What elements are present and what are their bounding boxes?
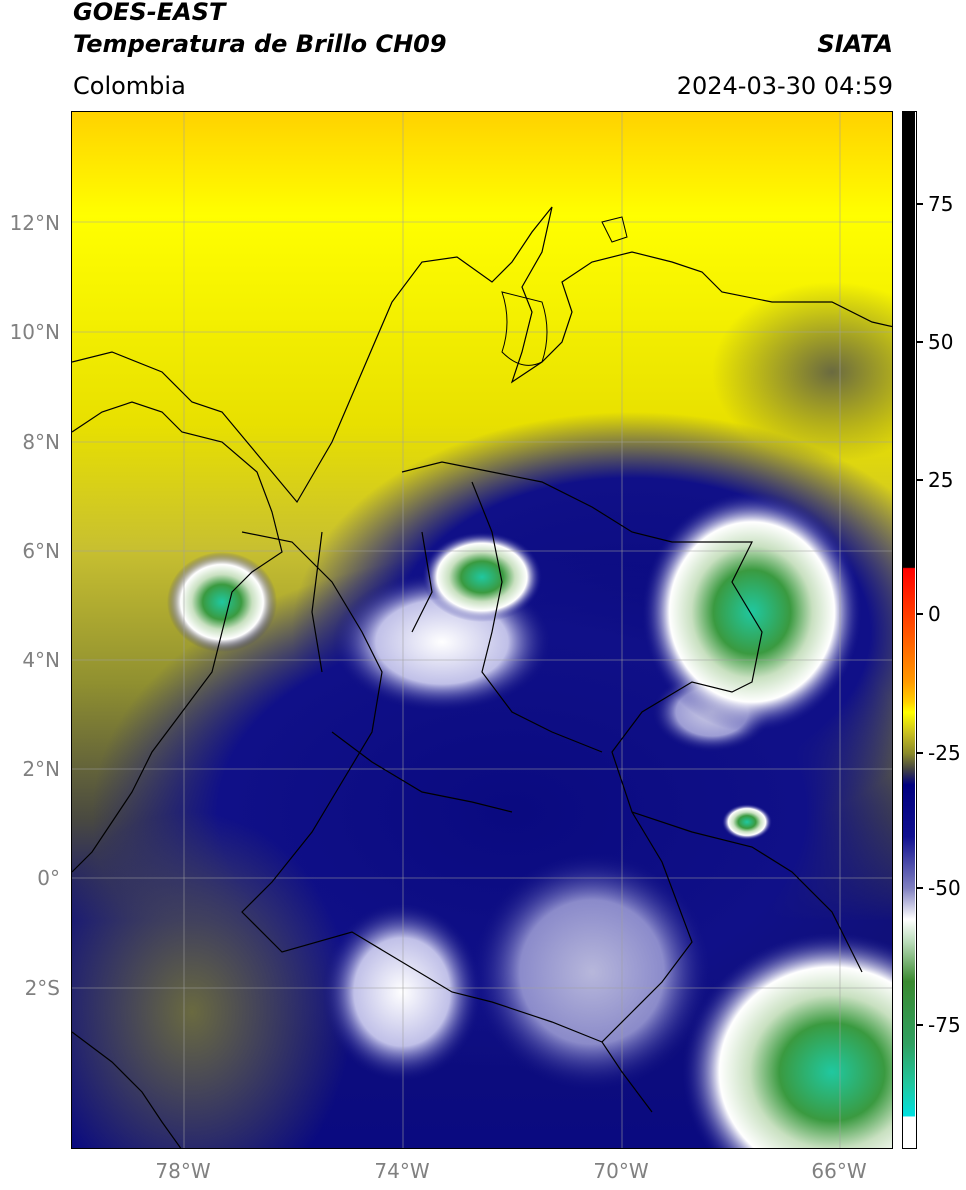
- product-subtitle: Temperatura de Brillo CH09: [73, 30, 447, 58]
- region-label: Colombia: [73, 72, 186, 100]
- lat-label-2s: 2°S: [24, 976, 60, 1000]
- colorbar-label-0: 0: [928, 602, 941, 626]
- satellite-map: [71, 111, 893, 1149]
- colorbar-label-minus50: -50: [928, 876, 961, 900]
- lon-label-78w: 78°W: [155, 1159, 211, 1183]
- lat-label-2n: 2°N: [22, 757, 60, 781]
- satellite-image: [72, 112, 892, 1148]
- lat-label-4n: 4°N: [22, 648, 60, 672]
- colorbar-tick: [917, 1024, 923, 1026]
- colorbar-tick: [917, 613, 923, 615]
- lon-label-74w: 74°W: [374, 1159, 430, 1183]
- colorbar-tick: [917, 479, 923, 481]
- source-label: SIATA: [817, 30, 893, 58]
- lat-label-8n: 8°N: [22, 430, 60, 454]
- lat-label-6n: 6°N: [22, 539, 60, 563]
- colorbar-tick: [917, 887, 923, 889]
- colorbar-tick: [917, 341, 923, 343]
- temperature-colorbar: [902, 111, 917, 1149]
- colorbar-label-75: 75: [928, 192, 954, 216]
- product-title: GOES-EAST: [73, 0, 226, 26]
- colorbar-label-25: 25: [928, 468, 954, 492]
- colorbar-label-minus25: -25: [928, 741, 961, 765]
- lon-label-66w: 66°W: [811, 1159, 867, 1183]
- lat-label-12n: 12°N: [9, 211, 60, 235]
- colorbar-label-50: 50: [928, 330, 954, 354]
- colorbar-tick: [917, 752, 923, 754]
- colorbar-tick: [917, 203, 923, 205]
- lat-label-0: 0°: [37, 866, 60, 890]
- timestamp-label: 2024-03-30 04:59: [676, 72, 893, 100]
- lat-label-10n: 10°N: [9, 320, 60, 344]
- lon-label-70w: 70°W: [593, 1159, 649, 1183]
- colorbar-label-minus75: -75: [928, 1013, 961, 1037]
